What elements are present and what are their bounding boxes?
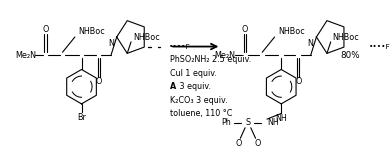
Text: ••••F: ••••F	[368, 44, 390, 50]
Text: 3 equiv.: 3 equiv.	[177, 82, 211, 91]
Text: O: O	[295, 77, 301, 86]
Text: toluene, 110 °C: toluene, 110 °C	[170, 109, 232, 118]
Text: NHBoc: NHBoc	[133, 33, 160, 42]
Text: NHBoc: NHBoc	[278, 27, 305, 36]
Text: NH: NH	[267, 118, 279, 128]
Text: Br: Br	[77, 113, 86, 122]
Text: N: N	[308, 39, 314, 48]
Text: NH: NH	[275, 114, 287, 123]
Text: S: S	[245, 118, 250, 128]
Text: O: O	[235, 139, 241, 149]
Text: NHBoc: NHBoc	[79, 27, 105, 36]
Text: K₂CO₃ 3 equiv.: K₂CO₃ 3 equiv.	[170, 96, 228, 105]
Text: Ph: Ph	[221, 118, 231, 128]
Text: O: O	[242, 25, 248, 34]
Text: Me₂N: Me₂N	[215, 51, 236, 60]
Text: A: A	[170, 82, 176, 91]
Text: CuI 1 equiv.: CuI 1 equiv.	[170, 69, 217, 78]
Text: NHBoc: NHBoc	[333, 33, 359, 42]
Text: PhSO₂NH₂ 2.5 equiv.: PhSO₂NH₂ 2.5 equiv.	[170, 55, 251, 64]
Text: ••••F: ••••F	[169, 44, 191, 50]
Text: Me₂N: Me₂N	[15, 51, 36, 60]
Text: O: O	[254, 139, 261, 149]
Text: N: N	[108, 39, 114, 48]
Text: O: O	[96, 77, 102, 86]
Text: O: O	[42, 25, 49, 34]
Text: 80%: 80%	[341, 51, 360, 60]
